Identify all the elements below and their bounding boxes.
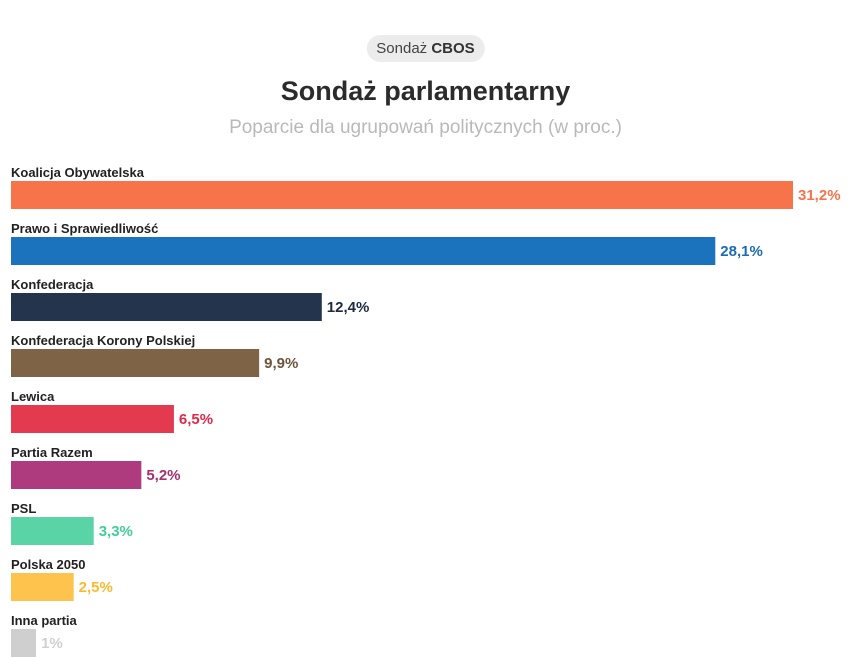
category-label: Koalicja Obywatelska <box>11 165 145 180</box>
category-label: Inna partia <box>11 613 78 628</box>
category-label: PSL <box>11 501 36 516</box>
chart-subtitle: Poparcie dla ugrupowań politycznych (w p… <box>229 117 622 138</box>
category-label: Prawo i Sprawiedliwość <box>11 221 158 236</box>
value-label: 1% <box>41 635 63 652</box>
source-badge: Sondaż CBOS <box>366 35 485 62</box>
bar <box>11 237 716 265</box>
value-label: 9,9% <box>264 355 298 372</box>
value-label: 3,3% <box>99 523 133 540</box>
bar <box>11 405 174 433</box>
value-label: 31,2% <box>798 187 841 204</box>
value-label: 2,5% <box>79 579 113 596</box>
value-label: 5,2% <box>146 467 180 484</box>
bar <box>11 293 322 321</box>
bar <box>11 629 37 657</box>
value-label: 28,1% <box>720 243 763 260</box>
bar <box>11 461 142 489</box>
bar <box>11 573 74 601</box>
category-label: Konfederacja Korony Polskiej <box>11 333 195 348</box>
value-label: 6,5% <box>179 411 213 428</box>
category-label: Polska 2050 <box>11 557 85 572</box>
source-badge-prefix: Sondaż <box>376 40 428 57</box>
value-label: 12,4% <box>327 299 370 316</box>
bar <box>11 181 793 209</box>
category-label: Lewica <box>11 389 55 404</box>
chart-title: Sondaż parlamentarny <box>280 76 571 106</box>
bar <box>11 517 94 545</box>
source-badge-name: CBOS <box>431 40 475 57</box>
category-label: Partia Razem <box>11 445 93 460</box>
bar <box>11 349 260 377</box>
category-label: Konfederacja <box>11 277 94 292</box>
